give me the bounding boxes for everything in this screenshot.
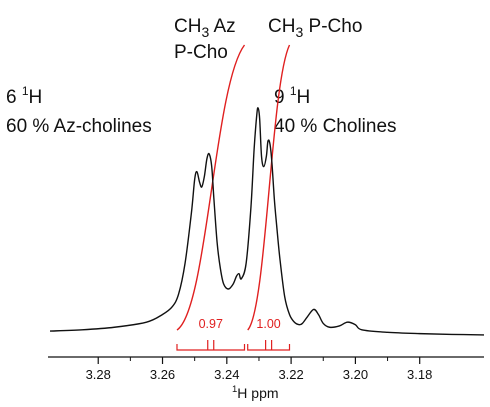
x-axis-ticks: 3.28 3.26 3.24 3.22 3.20 3.18	[86, 357, 432, 382]
annotation-group-left-line2: P-Cho	[174, 42, 228, 63]
spectrum-series	[49, 107, 485, 336]
x-tick-label: 3.26	[150, 367, 175, 382]
integral-bracket	[176, 340, 246, 351]
integral-value-label: 1.00	[256, 317, 280, 331]
annotation-right-count-line2: 40 % Cholines	[274, 116, 397, 137]
annotation-left-count-line2: 60 % Az-cholines	[6, 116, 152, 137]
x-tick-label: 3.28	[86, 367, 111, 382]
integral-value-label: 0.97	[199, 317, 223, 331]
integral-markers: 0.97 1.00	[176, 317, 291, 351]
integral-curve	[176, 44, 246, 331]
x-tick-label: 3.24	[214, 367, 239, 382]
x-axis-label: 1H ppm	[232, 384, 279, 401]
annotation-group-right-line1: CH3 P-Cho	[268, 16, 362, 40]
x-tick-label: 3.18	[407, 367, 432, 382]
spectrum-line	[49, 107, 485, 336]
integral-curves	[176, 44, 291, 331]
annotation-left-count-line1: 6 1H	[6, 84, 42, 108]
annotation-group-left-line1: CH3 Az	[174, 16, 236, 40]
x-tick-label: 3.22	[278, 367, 303, 382]
integral-curve	[247, 44, 291, 331]
x-tick-label: 3.20	[343, 367, 368, 382]
integral-bracket	[247, 340, 291, 351]
